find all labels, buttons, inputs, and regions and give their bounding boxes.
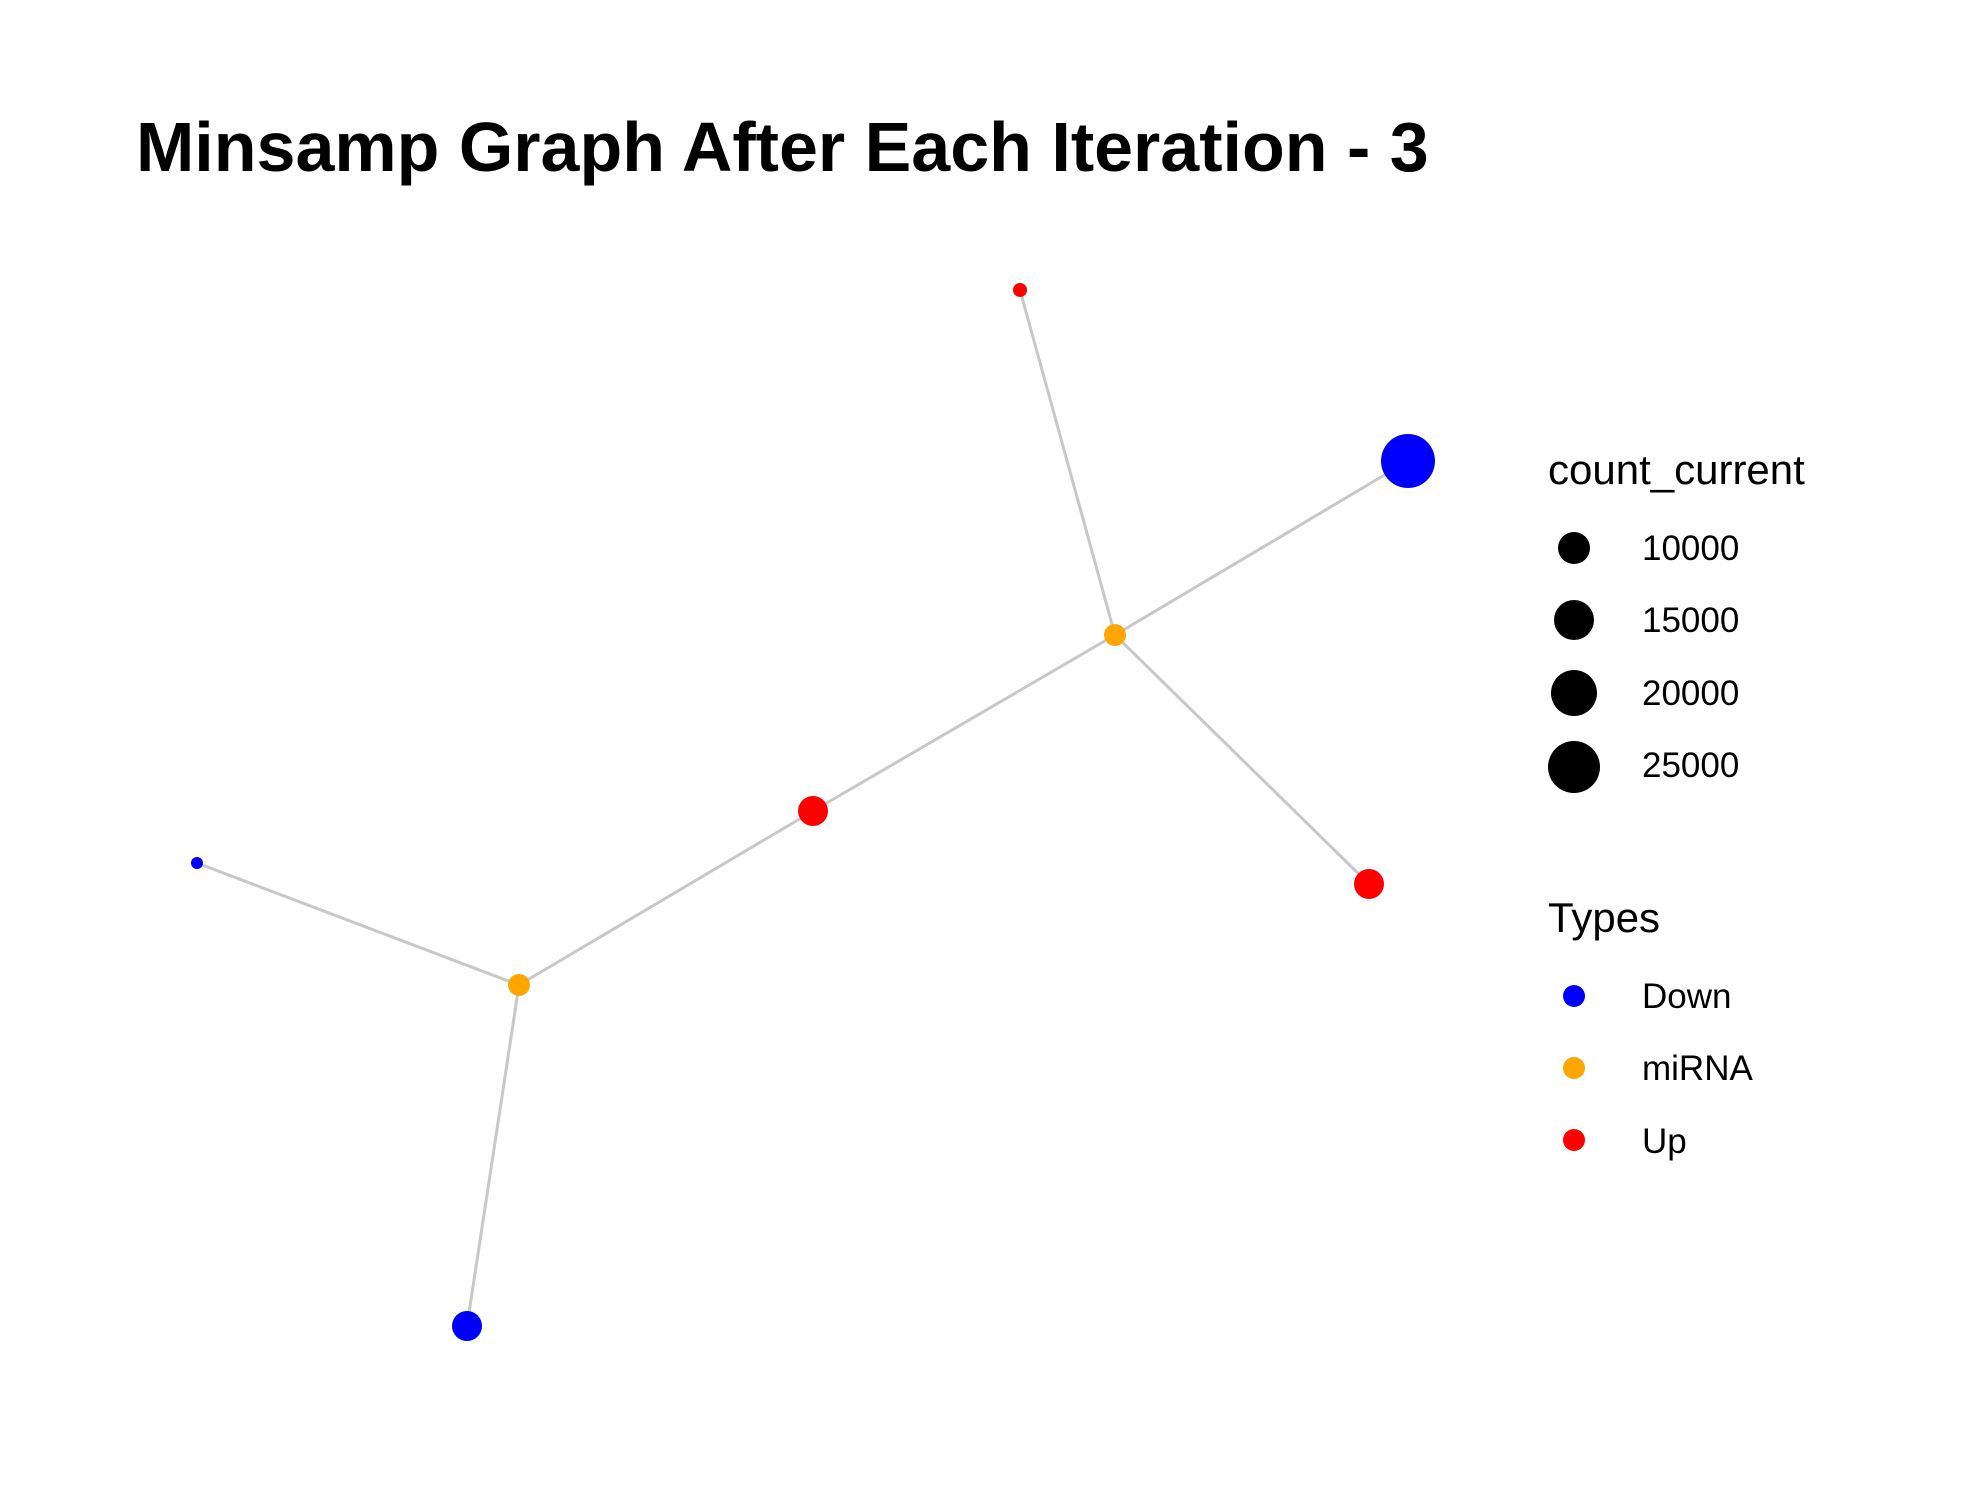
edge-m1-up_mid — [812, 633, 1116, 813]
size-label-20000: 20000 — [1642, 674, 1740, 713]
edge-m1-up_right — [1113, 633, 1371, 886]
size-legend-title: count_current — [1548, 446, 1805, 493]
node-down_left_small — [191, 857, 203, 869]
size-key-15000 — [1554, 600, 1594, 640]
size-label-25000: 25000 — [1642, 746, 1740, 785]
node-m1 — [1104, 624, 1126, 646]
type-label-up: Up — [1642, 1122, 1687, 1161]
size-key-20000 — [1551, 670, 1597, 716]
edge-m1-down_big — [1114, 459, 1409, 637]
type-key-mirna — [1563, 1057, 1585, 1079]
edge-m1-up_top — [1018, 289, 1117, 636]
type-label-down: Down — [1642, 977, 1732, 1016]
edges-layer — [196, 289, 1409, 1327]
size-label-15000: 15000 — [1642, 601, 1740, 640]
edge-m2-down_left_small — [196, 861, 520, 987]
node-m2 — [508, 974, 530, 996]
node-up_right — [1354, 869, 1384, 899]
type-label-mirna: miRNA — [1642, 1049, 1753, 1088]
size-label-10000: 10000 — [1642, 529, 1740, 568]
size-key-25000 — [1548, 741, 1600, 793]
nodes-layer — [191, 283, 1435, 1341]
edge-up_mid-m2 — [518, 809, 814, 987]
node-up_mid — [798, 796, 828, 826]
type-legend-title: Types — [1548, 894, 1661, 941]
chart-title: Minsamp Graph After Each Iteration - 3 — [136, 108, 1429, 186]
node-down_big — [1381, 434, 1435, 488]
size-key-10000 — [1558, 532, 1590, 564]
type-key-up — [1563, 1129, 1585, 1151]
edge-m2-down_bottom — [465, 984, 521, 1327]
node-up_top — [1013, 283, 1027, 297]
node-down_bottom — [452, 1311, 482, 1341]
type-key-down — [1563, 985, 1585, 1007]
